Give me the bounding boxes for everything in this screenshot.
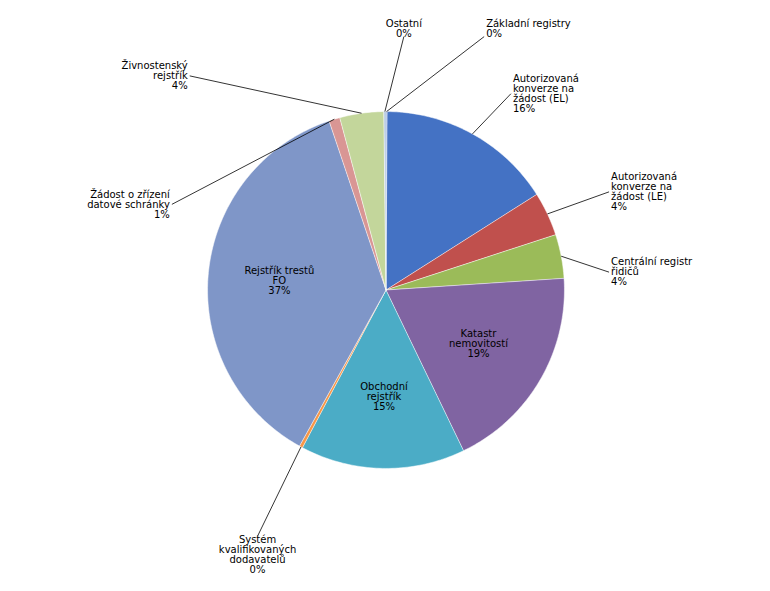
svg-text:Ostatní0%: Ostatní0% (386, 18, 423, 39)
svg-text:Centrální registrřidičů4%: Centrální registrřidičů4% (611, 256, 693, 287)
svg-text:Rejstřík trestůFO37%: Rejstřík trestůFO37% (244, 265, 314, 296)
svg-text:Katastrnemovitostí19%: Katastrnemovitostí19% (449, 328, 509, 359)
svg-text:Systémkvalifikovanýchdodavatel: Systémkvalifikovanýchdodavatelů0% (219, 534, 296, 575)
svg-text:Obchodnírejstřík15%: Obchodnírejstřík15% (360, 381, 409, 412)
svg-text:Autorizovanákonverze nažádost: Autorizovanákonverze nažádost (EL)16% (513, 73, 579, 114)
svg-text:Základní registry0%: Základní registry0% (486, 18, 571, 39)
svg-text:Žádost o zřízenídatové schránk: Žádost o zřízenídatové schránky1% (87, 188, 171, 220)
svg-text:Autorizovanákonverze nažádost: Autorizovanákonverze nažádost (LE)4% (611, 171, 677, 212)
svg-text:Živnostenskýrejstřík4%: Živnostenskýrejstřík4% (122, 59, 188, 91)
